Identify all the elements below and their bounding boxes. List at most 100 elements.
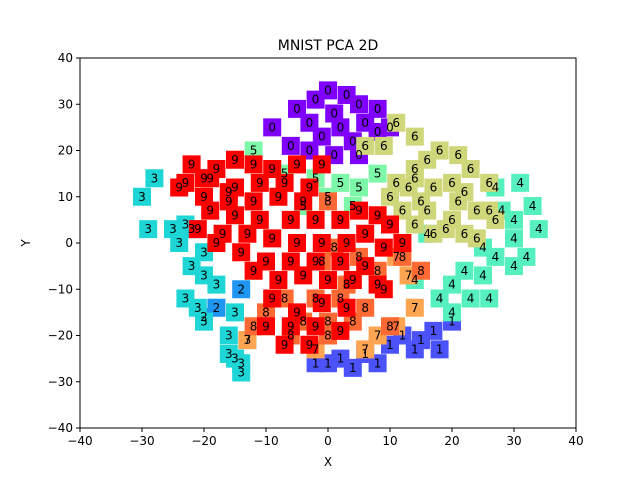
point-label-9: 9	[349, 273, 357, 287]
point-marker-6	[449, 146, 468, 165]
point-label-9: 9	[256, 213, 264, 227]
point-label-8: 8	[262, 305, 270, 319]
point-label-2: 2	[213, 301, 221, 315]
point-label-9: 9	[318, 296, 326, 310]
point-marker-4	[455, 261, 474, 280]
point-label-7: 7	[405, 268, 413, 282]
point-label-0: 0	[330, 148, 338, 162]
point-marker-9	[393, 234, 412, 252]
point-marker-9	[294, 192, 313, 211]
point-label-9: 9	[355, 204, 363, 218]
point-label-9: 9	[306, 181, 314, 195]
point-marker-9	[337, 298, 356, 317]
point-marker-9	[226, 150, 244, 169]
point-label-4: 4	[479, 268, 487, 282]
y-tick-label: 40	[58, 51, 73, 65]
point-marker-9	[244, 261, 263, 280]
x-tick-label: −20	[191, 434, 216, 448]
point-marker-4	[443, 303, 461, 322]
point-label-7: 7	[392, 319, 400, 333]
point-label-1: 1	[436, 342, 444, 356]
point-label-3: 3	[169, 222, 177, 236]
point-label-8: 8	[299, 315, 307, 329]
point-marker-7	[356, 340, 375, 359]
point-marker-0	[300, 141, 319, 160]
point-label-4: 4	[510, 259, 518, 273]
point-marker-9	[281, 210, 300, 229]
point-label-9: 9	[287, 255, 295, 269]
point-label-8: 8	[349, 315, 357, 329]
point-label-6: 6	[461, 227, 469, 241]
point-marker-9	[188, 220, 207, 239]
point-label-0: 0	[349, 134, 357, 148]
point-marker-9	[207, 234, 226, 252]
point-marker-4	[474, 266, 492, 285]
point-marker-3	[195, 312, 213, 331]
point-label-8: 8	[355, 250, 363, 264]
point-marker-9	[288, 155, 306, 174]
point-label-9: 9	[250, 157, 258, 171]
point-label-6: 6	[423, 204, 431, 218]
point-marker-8	[393, 247, 412, 266]
point-marker-9	[263, 160, 282, 178]
point-marker-4	[430, 289, 449, 308]
point-marker-9	[343, 271, 362, 289]
point-label-9: 9	[293, 305, 301, 319]
y-tick-label: 0	[65, 236, 73, 250]
point-marker-6	[387, 113, 406, 132]
point-label-5: 5	[299, 199, 307, 213]
point-label-7: 7	[312, 342, 320, 356]
point-label-9: 9	[399, 236, 407, 250]
point-label-6: 6	[392, 176, 400, 190]
point-label-8: 8	[386, 319, 394, 333]
point-label-9: 9	[262, 319, 270, 333]
point-label-9: 9	[293, 157, 301, 171]
point-label-3: 3	[182, 218, 190, 232]
point-marker-9	[219, 183, 238, 202]
point-label-9: 9	[275, 273, 283, 287]
point-label-3: 3	[188, 259, 196, 273]
point-label-0: 0	[374, 125, 382, 139]
point-marker-9	[244, 155, 263, 174]
point-label-9: 9	[318, 157, 326, 171]
point-marker-4	[461, 289, 480, 308]
point-marker-4	[443, 275, 461, 294]
point-marker-0	[368, 123, 387, 141]
point-label-9: 9	[361, 227, 369, 241]
point-label-9: 9	[175, 181, 183, 195]
point-label-9: 9	[213, 162, 221, 176]
point-marker-9	[244, 192, 263, 211]
point-marker-5	[244, 141, 263, 160]
point-marker-4	[480, 289, 499, 308]
point-label-4: 4	[448, 305, 456, 319]
point-label-6: 6	[442, 222, 450, 236]
point-label-1: 1	[374, 356, 382, 370]
point-label-6: 6	[454, 148, 462, 162]
point-marker-7	[405, 298, 424, 317]
point-marker-6	[374, 136, 393, 155]
point-label-9: 9	[287, 213, 295, 227]
point-marker-9	[319, 271, 337, 289]
point-label-6: 6	[461, 185, 469, 199]
point-marker-3	[139, 220, 158, 239]
point-label-3: 3	[225, 329, 233, 343]
point-marker-1	[306, 354, 325, 373]
point-marker-8	[412, 261, 430, 280]
point-marker-9	[288, 234, 306, 252]
point-label-3: 3	[188, 222, 196, 236]
point-marker-9	[182, 155, 201, 174]
point-marker-9	[238, 224, 257, 243]
point-marker-6	[356, 136, 375, 155]
point-marker-6	[461, 160, 480, 178]
point-label-6: 6	[399, 204, 407, 218]
point-marker-9	[294, 266, 313, 285]
point-label-9: 9	[386, 218, 394, 232]
point-marker-6	[387, 173, 406, 192]
point-label-8: 8	[318, 255, 326, 269]
point-label-6: 6	[423, 153, 431, 167]
y-tick-label: −40	[48, 421, 73, 435]
point-label-6: 6	[361, 139, 369, 153]
point-label-6: 6	[448, 176, 456, 190]
point-label-1: 1	[399, 329, 407, 343]
